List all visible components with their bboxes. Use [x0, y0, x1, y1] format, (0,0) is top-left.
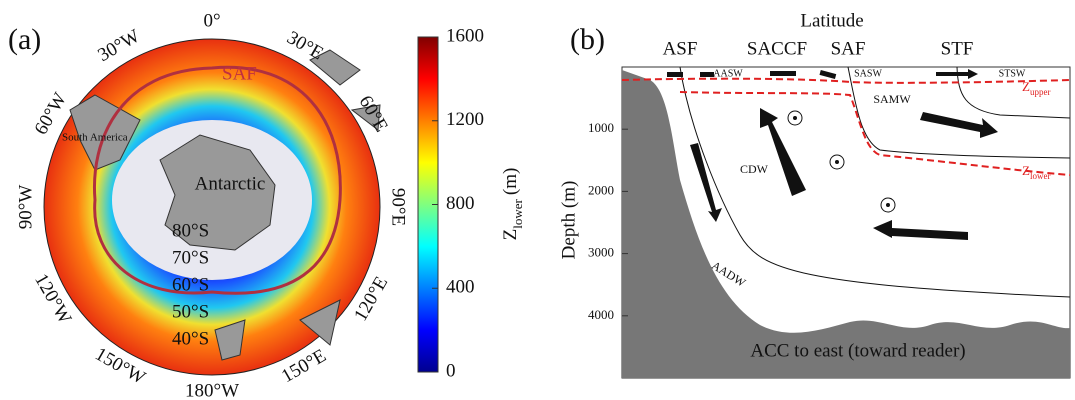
y-tick-label: 2000	[588, 182, 614, 197]
longitude-label: 0°	[203, 10, 220, 31]
land	[214, 49, 381, 361]
water-mass-label: SAMW	[873, 92, 911, 106]
colorbar-tick-label: 1600	[446, 25, 484, 46]
water-mass-label: SASW	[854, 68, 882, 79]
latitude-label: 40°S	[172, 328, 209, 349]
front-label: ASF	[663, 38, 698, 59]
water-mass-label: STSW	[999, 68, 1026, 79]
arrow	[700, 72, 714, 77]
arrow	[873, 220, 968, 240]
colorbar-tick-label: 0	[446, 360, 456, 381]
arrow	[819, 69, 837, 79]
antarctic-label: Antarctic	[195, 173, 266, 194]
saf-contour	[92, 65, 342, 295]
latitude-label: 50°S	[172, 301, 209, 322]
y-label: Depth (m)	[558, 181, 579, 260]
colorbar-tick-label: 400	[446, 277, 475, 298]
water-mass-label: CDW	[740, 162, 769, 176]
colorbar-label: Z	[500, 229, 521, 241]
y-tick-label: 3000	[588, 245, 614, 260]
longitude-label: 90°W	[15, 185, 36, 230]
latitude-label: 70°S	[172, 247, 209, 268]
panel-label: (a)	[8, 23, 41, 56]
isopycnal	[847, 66, 1071, 159]
z-upper-sub: upper	[1030, 87, 1051, 97]
x-label: Latitude	[800, 10, 863, 31]
eastward-flow	[787, 110, 896, 213]
longitude-label: 180°W	[185, 380, 239, 400]
z-lower-sub: lower	[1030, 171, 1051, 181]
antarctica	[159, 134, 276, 251]
colorbar-tick-label: 1200	[446, 109, 484, 130]
z-upper-label: Zupper	[1022, 79, 1050, 97]
y-tick-label: 4000	[588, 307, 614, 322]
isopycnal	[679, 66, 1071, 298]
z-lower-line	[679, 91, 1071, 176]
continent-label: South America	[62, 132, 128, 144]
colorbar-tick-label: 800	[446, 193, 475, 214]
front-label: SACCF	[747, 38, 807, 59]
z-lower: Z	[1022, 163, 1030, 178]
latitude-label: 80°S	[172, 220, 209, 241]
arrow	[770, 71, 796, 76]
latitude-label: 60°S	[172, 274, 209, 295]
arrow	[667, 72, 683, 77]
bathymetry	[622, 70, 1070, 378]
z-lower-label: Zlower	[1022, 163, 1050, 181]
front-label: STF	[941, 38, 974, 59]
arrow	[920, 112, 998, 138]
colorbar-title: Zlower (m)	[500, 168, 525, 241]
arrow	[936, 69, 978, 79]
longitude-label: 90°E	[388, 188, 409, 226]
y-tick-label: 1000	[588, 120, 614, 135]
arrows	[667, 69, 998, 240]
front-label: SAF	[222, 63, 257, 84]
arrow	[690, 143, 722, 222]
map	[43, 38, 381, 376]
arrow	[760, 108, 806, 196]
z-upper: Z	[1022, 79, 1030, 94]
colorbar-unit: (m)	[500, 168, 521, 195]
front-label: SAF	[831, 38, 866, 59]
panel-label: (b)	[570, 23, 605, 56]
water-mass-label: AASW	[713, 68, 743, 79]
colorbar-label-sub: lower	[510, 198, 525, 228]
caption: ACC to east (toward reader)	[750, 340, 965, 361]
